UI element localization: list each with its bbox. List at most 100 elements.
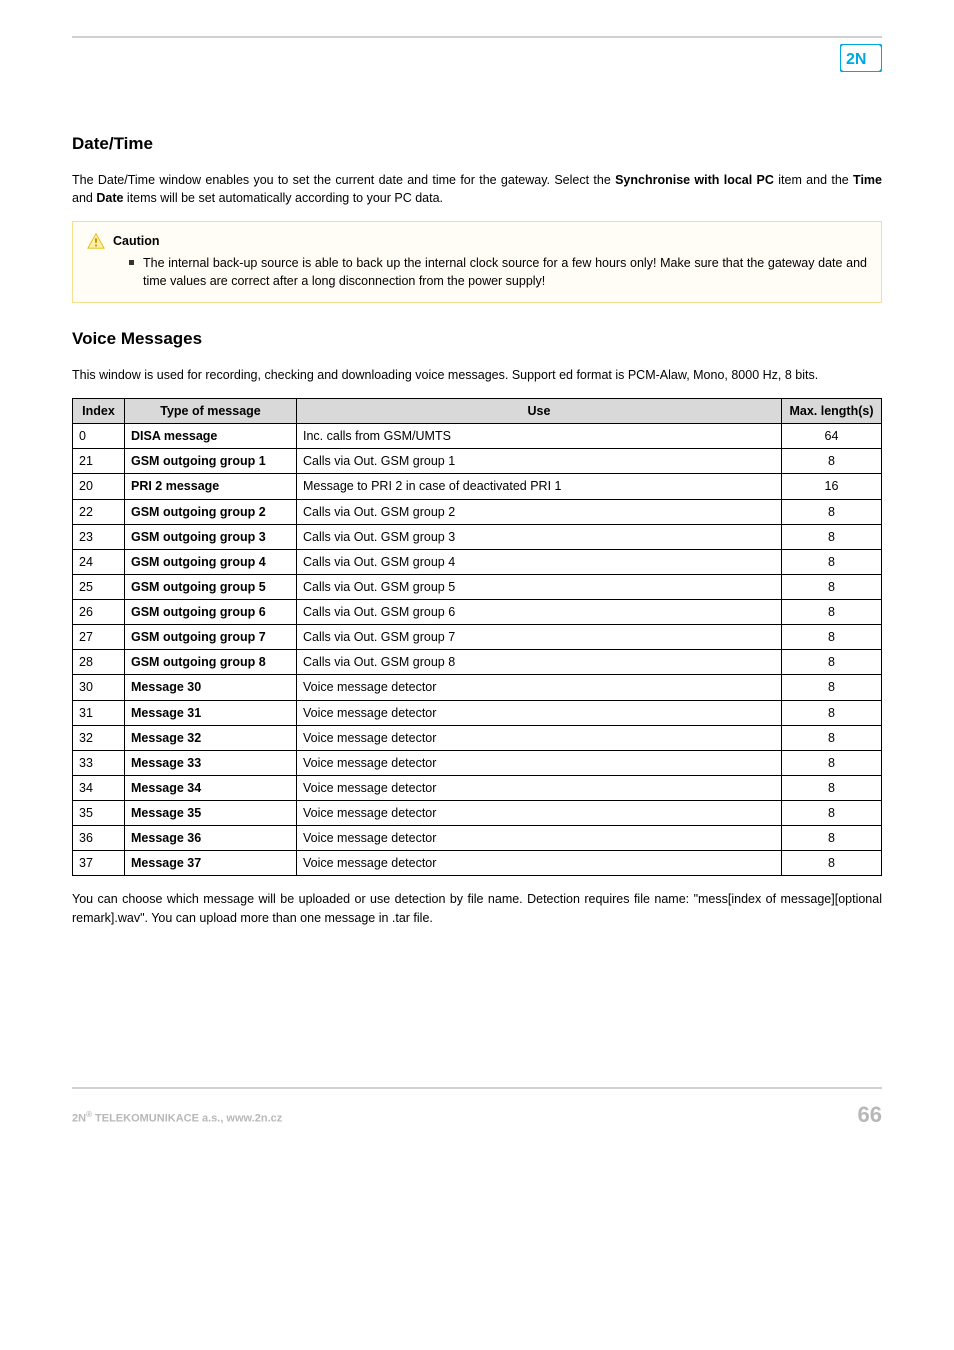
cell-max: 8 [782,625,882,650]
cell-index: 23 [73,524,125,549]
text-bold: Time [853,173,882,187]
cell-index: 37 [73,851,125,876]
cell-max: 8 [782,675,882,700]
table-row: 37Message 37Voice message detector8 [73,851,882,876]
cell-index: 33 [73,750,125,775]
table-row: 28GSM outgoing group 8Calls via Out. GSM… [73,650,882,675]
cell-max: 8 [782,851,882,876]
cell-type: GSM outgoing group 2 [125,499,297,524]
table-row: 30Message 30Voice message detector8 [73,675,882,700]
cell-use: Inc. calls from GSM/UMTS [297,424,782,449]
cell-use: Voice message detector [297,826,782,851]
table-row: 24GSM outgoing group 4Calls via Out. GSM… [73,549,882,574]
table-header-row: Index Type of message Use Max. length(s) [73,399,882,424]
table-row: 32Message 32Voice message detector8 [73,725,882,750]
table-row: 0DISA messageInc. calls from GSM/UMTS64 [73,424,882,449]
cell-max: 8 [782,801,882,826]
cell-index: 36 [73,826,125,851]
cell-use: Calls via Out. GSM group 3 [297,524,782,549]
col-header-type: Type of message [125,399,297,424]
text-bold: Date [96,191,123,205]
table-row: 27GSM outgoing group 7Calls via Out. GSM… [73,625,882,650]
table-row: 20PRI 2 messageMessage to PRI 2 in case … [73,474,882,499]
cell-max: 8 [782,775,882,800]
cell-type: Message 33 [125,750,297,775]
cell-type: Message 37 [125,851,297,876]
cell-type: GSM outgoing group 5 [125,574,297,599]
cell-index: 28 [73,650,125,675]
cell-use: Calls via Out. GSM group 1 [297,449,782,474]
cell-max: 8 [782,725,882,750]
cell-index: 0 [73,424,125,449]
cell-index: 24 [73,549,125,574]
cell-use: Voice message detector [297,725,782,750]
cell-index: 22 [73,499,125,524]
cell-type: PRI 2 message [125,474,297,499]
table-row: 34Message 34Voice message detector8 [73,775,882,800]
table-row: 25GSM outgoing group 5Calls via Out. GSM… [73,574,882,599]
logo-row: 2N [72,44,882,72]
table-row: 35Message 35Voice message detector8 [73,801,882,826]
cell-max: 8 [782,449,882,474]
cell-index: 35 [73,801,125,826]
cell-index: 30 [73,675,125,700]
table-row: 36Message 36Voice message detector8 [73,826,882,851]
cell-max: 16 [782,474,882,499]
cell-use: Calls via Out. GSM group 6 [297,600,782,625]
cell-use: Calls via Out. GSM group 2 [297,499,782,524]
cell-index: 21 [73,449,125,474]
cell-use: Voice message detector [297,801,782,826]
cell-type: DISA message [125,424,297,449]
text-span: The Date/Time window enables you to set … [72,173,615,187]
voice-messages-paragraph: This window is used for recording, check… [72,366,882,384]
cell-max: 64 [782,424,882,449]
cell-type: Message 35 [125,801,297,826]
caution-header: Caution [87,232,867,250]
cell-index: 34 [73,775,125,800]
cell-type: Message 36 [125,826,297,851]
cell-max: 8 [782,499,882,524]
cell-use: Voice message detector [297,700,782,725]
cell-use: Voice message detector [297,775,782,800]
caution-bullet: The internal back-up source is able to b… [129,254,867,290]
cell-max: 8 [782,600,882,625]
cell-use: Calls via Out. GSM group 8 [297,650,782,675]
cell-type: GSM outgoing group 8 [125,650,297,675]
cell-type: Message 32 [125,725,297,750]
cell-use: Calls via Out. GSM group 4 [297,549,782,574]
table-row: 33Message 33Voice message detector8 [73,750,882,775]
date-time-paragraph: The Date/Time window enables you to set … [72,171,882,207]
cell-type: GSM outgoing group 1 [125,449,297,474]
cell-type: GSM outgoing group 4 [125,549,297,574]
cell-index: 20 [73,474,125,499]
cell-use: Calls via Out. GSM group 7 [297,625,782,650]
cell-type: Message 30 [125,675,297,700]
text-span: item and the [774,173,853,187]
cell-use: Voice message detector [297,851,782,876]
footer-brand: 2N [72,1113,86,1125]
cell-index: 27 [73,625,125,650]
cell-type: Message 31 [125,700,297,725]
table-row: 26GSM outgoing group 6Calls via Out. GSM… [73,600,882,625]
cell-max: 8 [782,750,882,775]
page-number: 66 [858,1099,882,1131]
cell-index: 26 [73,600,125,625]
section-title-voice-messages: Voice Messages [72,327,882,352]
cell-max: 8 [782,826,882,851]
voice-messages-table: Index Type of message Use Max. length(s)… [72,398,882,876]
cell-max: 8 [782,574,882,599]
table-row: 21GSM outgoing group 1Calls via Out. GSM… [73,449,882,474]
cell-index: 25 [73,574,125,599]
footer-left: 2N® TELEKOMUNIKACE a.s., www.2n.cz [72,1109,282,1128]
text-span: and [72,191,96,205]
cell-index: 32 [73,725,125,750]
header-rule [72,36,882,38]
table-row: 23GSM outgoing group 3Calls via Out. GSM… [73,524,882,549]
cell-use: Voice message detector [297,750,782,775]
col-header-use: Use [297,399,782,424]
table-row: 22GSM outgoing group 2Calls via Out. GSM… [73,499,882,524]
page-footer: 2N® TELEKOMUNIKACE a.s., www.2n.cz 66 [72,1087,882,1131]
caution-box: Caution The internal back-up source is a… [72,221,882,303]
cell-type: GSM outgoing group 7 [125,625,297,650]
cell-use: Message to PRI 2 in case of deactivated … [297,474,782,499]
